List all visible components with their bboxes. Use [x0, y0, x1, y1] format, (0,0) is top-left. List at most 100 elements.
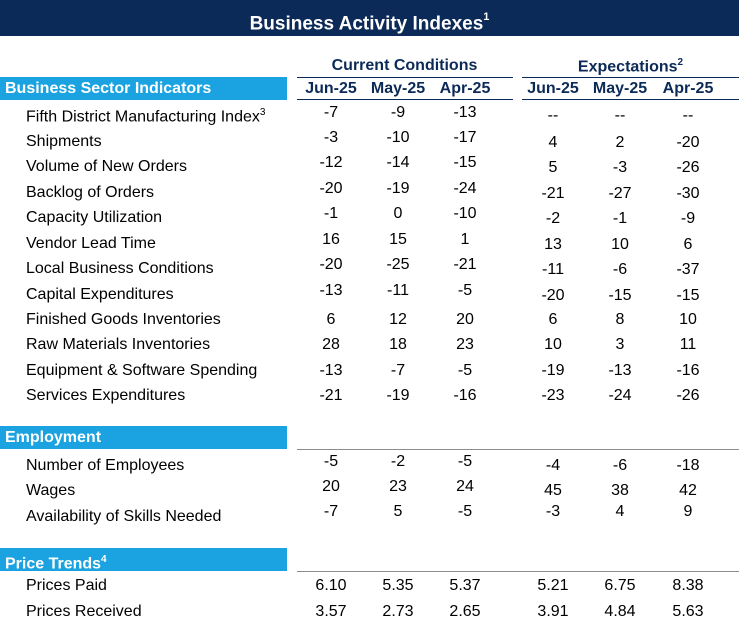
section-price-trends: Price Trends4	[0, 548, 287, 572]
value-cell: -11	[542, 261, 564, 278]
row-label: Finished Goods Inventories	[26, 311, 221, 328]
expectations-columns-underline	[522, 99, 739, 100]
value-cell: --	[547, 107, 559, 124]
value-cell: -7	[390, 362, 406, 379]
value-cell: -9	[390, 104, 406, 121]
value-cell: -2	[545, 210, 561, 227]
value-cell: -5	[457, 453, 473, 470]
col-header-jun-25-expect: Jun-25	[527, 80, 579, 97]
col-header-jun-25-current: Jun-25	[305, 80, 357, 97]
value-cell: 3.91	[537, 603, 569, 620]
section-label: Employment	[5, 429, 102, 446]
row-label: Capital Expenditures	[26, 286, 174, 303]
value-cell: 20	[322, 478, 340, 495]
row-label: Equipment & Software Spending	[26, 362, 258, 379]
row-footnote-marker: 3	[259, 107, 266, 118]
value-cell: 28	[322, 336, 340, 353]
value-cell: -5	[457, 503, 473, 520]
value-cell: -13	[608, 362, 632, 379]
value-cell: -27	[608, 185, 632, 202]
value-cell: 6	[326, 311, 336, 328]
row-label: Raw Materials Inventories	[26, 336, 211, 353]
value-cell: 10	[679, 311, 697, 328]
value-cell: 38	[611, 482, 629, 499]
value-cell: 24	[456, 478, 474, 495]
price-trends-footnote-marker: 4	[101, 554, 107, 565]
value-cell: -30	[676, 185, 700, 202]
value-cell: -7	[323, 104, 339, 121]
value-cell: -6	[612, 261, 628, 278]
expectations-header: Expectations2	[522, 57, 739, 76]
value-cell: -20	[541, 287, 565, 304]
value-cell: -5	[457, 282, 473, 299]
row-label: Capacity Utilization	[26, 209, 163, 226]
value-cell: 6.10	[315, 577, 347, 594]
value-cell: 10	[544, 336, 562, 353]
value-cell: 11	[679, 336, 697, 353]
expectations-footnote-marker: 2	[677, 57, 684, 68]
value-cell: -3	[545, 503, 561, 520]
value-cell: -24	[453, 180, 477, 197]
row-label: Availability of Skills Needed	[26, 508, 222, 525]
value-cell: -20	[319, 256, 343, 273]
row-label: Local Business Conditions	[26, 260, 214, 277]
section-business-sector-indicators: Business Sector Indicators	[0, 77, 287, 100]
value-cell: -1	[323, 205, 339, 222]
value-cell: -19	[386, 180, 410, 197]
value-cell: -1	[612, 210, 628, 227]
value-cell: 6	[683, 236, 693, 253]
value-cell: 2.65	[449, 603, 481, 620]
col-header-apr-25-current: Apr-25	[439, 80, 491, 97]
current-conditions-header: Current Conditions	[297, 57, 512, 75]
value-cell: 15	[389, 231, 407, 248]
row-label: Services Expenditures	[26, 387, 186, 404]
value-cell: 10	[611, 236, 629, 253]
value-cell: 5	[548, 159, 558, 176]
table-title: Business Activity Indexes1	[0, 0, 739, 36]
value-cell: 18	[389, 336, 407, 353]
value-cell: -19	[386, 387, 410, 404]
value-cell: -14	[386, 154, 410, 171]
value-cell: -15	[676, 287, 700, 304]
value-cell: 8	[615, 311, 625, 328]
value-cell: 4	[615, 503, 625, 520]
value-cell: -21	[319, 387, 343, 404]
expectations-underline	[522, 77, 739, 78]
value-cell: 1	[460, 231, 470, 248]
title-footnote-marker: 1	[483, 11, 490, 23]
value-cell: -18	[676, 457, 700, 474]
value-cell: 4.84	[604, 603, 636, 620]
value-cell: -21	[453, 256, 477, 273]
value-cell: --	[614, 107, 626, 124]
row-label: Volume of New Orders	[26, 158, 187, 175]
value-cell: -9	[680, 210, 696, 227]
table-title-text: Business Activity Indexes	[249, 13, 484, 35]
section-divider	[297, 449, 739, 450]
row-label: Wages	[26, 482, 76, 499]
col-header-apr-25-expect: Apr-25	[662, 80, 714, 97]
value-cell: -19	[541, 362, 565, 379]
col-header-may-25-current: May-25	[370, 80, 426, 97]
current-conditions-label: Current Conditions	[331, 57, 478, 74]
value-cell: 2	[615, 134, 625, 151]
value-cell: 5.21	[537, 577, 569, 594]
value-cell: 23	[456, 336, 474, 353]
value-cell: -13	[319, 282, 343, 299]
row-label: Vendor Lead Time	[26, 235, 156, 252]
value-cell: -13	[453, 104, 477, 121]
row-label: Fifth District Manufacturing Index3	[26, 107, 266, 126]
value-cell: -21	[541, 185, 565, 202]
value-cell: 20	[456, 311, 474, 328]
value-cell: -11	[387, 282, 409, 299]
value-cell: 5.37	[449, 577, 481, 594]
value-cell: 2.73	[382, 603, 414, 620]
value-cell: 23	[389, 478, 407, 495]
value-cell: 8.38	[672, 577, 704, 594]
expectations-label: Expectations	[577, 58, 678, 76]
value-cell: -26	[676, 387, 700, 404]
value-cell: 12	[389, 311, 407, 328]
value-cell: -17	[453, 129, 477, 146]
section-employment: Employment	[0, 426, 287, 449]
value-cell: 9	[683, 503, 693, 520]
value-cell: 3	[615, 336, 625, 353]
